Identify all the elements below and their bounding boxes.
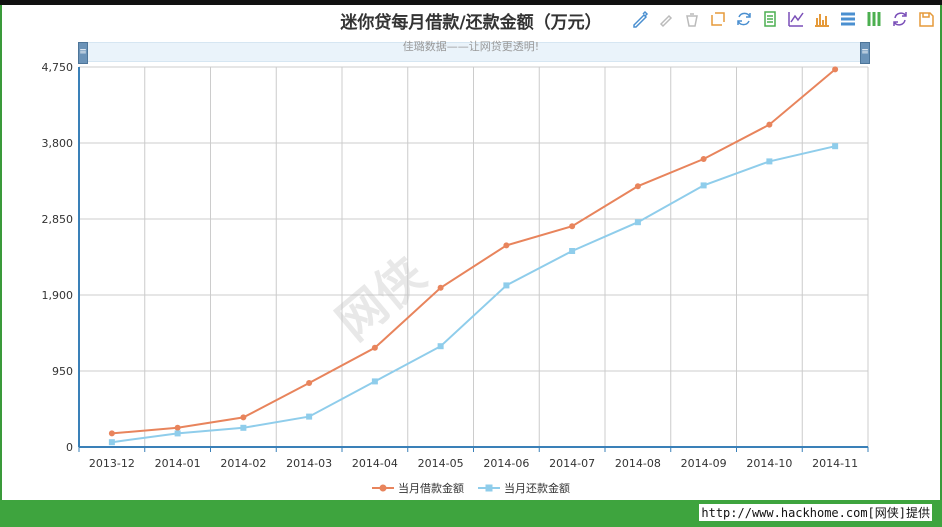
data-view-icon[interactable] [760,9,780,29]
zoom-handle-right[interactable]: ≡ [860,42,870,64]
y-tick-label: 1,900 [42,289,74,302]
data-point-repay [371,378,378,385]
data-zoom-reset-icon-glyph [737,12,751,26]
y-tick-label: 2,850 [42,213,74,226]
data-point-borrow [700,156,707,162]
legend-label: 当月还款金额 [504,482,570,495]
tiled-icon[interactable] [864,9,884,29]
data-point-repay [108,439,115,446]
chart-subtitle: 佳璐数据——让网贷更透明! [402,40,540,53]
data-point-repay [569,248,576,254]
data-zoom-bar[interactable] [78,42,868,62]
data-zoom-icon[interactable] [708,9,728,29]
mark-pen-icon-glyph [633,10,649,28]
x-tick-label: 2013-12 [89,457,135,470]
save-image-icon[interactable] [916,9,936,29]
restore-icon-glyph [893,12,907,26]
data-point-repay [306,413,313,420]
toolbox [630,9,936,29]
footer-credit: http://www.hackhome.com[网侠]提供 [699,504,932,521]
footer-bar: http://www.hackhome.com[网侠]提供 [0,500,942,527]
x-tick-label: 2014-01 [155,457,201,470]
restore-icon[interactable] [890,9,910,29]
data-point-borrow [503,242,510,249]
x-tick-label: 2014-04 [352,457,398,470]
chart-frame [0,5,942,500]
legend: 当月借款金额 当月还款金额 [0,480,942,496]
data-view-icon-glyph [764,11,776,27]
mark-pen-icon[interactable] [630,9,650,29]
window-top-strip [0,0,942,5]
data-point-repay [634,219,641,226]
mark-clear-icon[interactable] [682,9,702,29]
data-point-repay [240,424,247,431]
data-zoom-icon-glyph [711,12,725,26]
legend-item-borrow[interactable]: 当月借款金额 [372,480,464,496]
stack-icon[interactable] [838,9,858,29]
legend-swatch [372,484,394,492]
legend-item-repay[interactable]: 当月还款金额 [478,480,570,496]
zoom-handle-left[interactable]: ≡ [78,42,88,64]
legend-label: 当月借款金额 [398,482,464,495]
chart-title: 迷你贷每月借款/还款金额（万元） [340,13,602,33]
x-tick-label: 2014-07 [549,457,595,470]
x-tick-label: 2014-05 [418,457,464,470]
data-point-borrow [306,380,313,386]
data-point-borrow [437,284,444,291]
data-point-repay [700,182,707,189]
data-point-borrow [634,183,641,190]
y-tick-label: 0 [66,441,73,454]
data-point-repay [503,282,510,289]
bar-chart-icon-glyph [815,14,829,27]
data-point-repay [437,343,444,350]
x-tick-label: 2014-11 [812,457,858,470]
y-tick-label: 4,750 [42,61,74,74]
stack-icon-glyph [841,12,855,26]
line-chart-icon-glyph [788,12,804,27]
save-image-icon-glyph [919,12,934,27]
data-point-borrow [240,414,247,421]
mark-clear-icon-glyph [686,13,698,27]
data-point-borrow [371,344,378,351]
data-point-borrow [108,430,115,437]
legend-swatch-marker [485,484,493,492]
mark-undo-icon-glyph [659,14,673,28]
x-tick-label: 2014-09 [681,457,727,470]
y-tick-label: 950 [52,365,73,378]
x-tick-label: 2014-08 [615,457,661,470]
data-point-borrow [569,223,576,230]
mark-undo-icon[interactable] [656,9,676,29]
data-point-repay [174,430,181,437]
legend-swatch [478,484,500,492]
tiled-icon-glyph [867,12,881,26]
x-tick-label: 2014-03 [286,457,332,470]
data-point-borrow [174,424,181,431]
bar-chart-icon[interactable] [812,9,832,29]
data-point-repay [766,158,773,165]
series-line-repay [111,145,836,444]
legend-swatch-marker [379,484,387,492]
data-point-borrow [832,66,839,73]
x-tick-label: 2014-06 [483,457,529,470]
x-tick-label: 2014-02 [220,457,266,470]
y-tick-label: 3,800 [42,137,74,150]
line-chart-icon[interactable] [786,9,806,29]
series-line-borrow [111,68,836,435]
data-point-borrow [766,121,773,128]
x-tick-label: 2014-10 [746,457,792,470]
data-point-repay [832,143,839,150]
data-zoom-reset-icon[interactable] [734,9,754,29]
